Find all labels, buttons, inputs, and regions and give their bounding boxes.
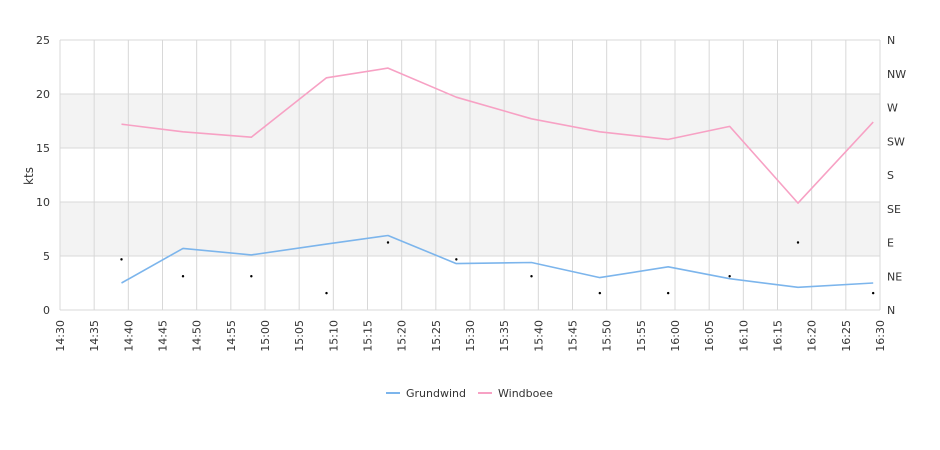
direction-point	[386, 241, 390, 244]
y-tick-label: 5	[43, 250, 50, 263]
right-tick-label: SW	[887, 135, 905, 148]
direction-point	[250, 275, 253, 278]
x-tick-label: 15:10	[327, 320, 340, 352]
x-tick-label: 14:45	[157, 320, 170, 352]
x-tick-label: 15:45	[567, 320, 580, 352]
right-tick-label: SE	[887, 203, 901, 216]
x-tick-label: 14:35	[88, 320, 101, 352]
x-tick-label: 16:20	[806, 320, 819, 352]
x-tick-label: 15:20	[396, 320, 409, 352]
x-tick-label: 16:30	[874, 320, 887, 352]
direction-point	[598, 291, 602, 295]
x-tick-label: 16:15	[772, 320, 785, 352]
direction-point	[181, 275, 185, 278]
x-tick-label: 15:55	[635, 320, 648, 352]
x-axis-ticks: 14:30 14:35 14:40 14:45 14:50 14:55 15:00 15:05…	[54, 320, 887, 352]
x-tick-label: 16:25	[840, 320, 853, 352]
direction-markers	[120, 241, 875, 295]
direction-point	[796, 241, 800, 244]
series-line-windboee	[121, 67, 874, 204]
y-tick-label: 0	[43, 304, 50, 317]
legend-item-windboee[interactable]: Windboee	[478, 387, 553, 400]
direction-point	[530, 275, 533, 278]
x-tick-label: 15:05	[293, 320, 306, 352]
x-tick-label: 14:40	[122, 320, 135, 352]
x-tick-label: 15:35	[498, 320, 511, 352]
direction-point	[455, 258, 458, 261]
series-lines	[121, 67, 874, 289]
x-tick-label: 16:05	[703, 320, 716, 352]
right-tick-label: NE	[887, 270, 902, 283]
x-tick-label: 14:55	[225, 320, 238, 352]
x-tick-label: 14:50	[191, 320, 204, 352]
series-line-grundwind	[121, 234, 874, 289]
x-tick-label: 15:50	[601, 320, 614, 352]
legend-label: Windboee	[498, 387, 553, 400]
vertical-grid	[59, 40, 881, 310]
right-tick-label: N	[887, 304, 895, 317]
y-tick-label: 25	[36, 34, 50, 47]
right-axis-ticks: N NE E SE S SW W NW N	[887, 34, 906, 317]
direction-point	[728, 275, 731, 278]
x-tick-label: 14:30	[54, 320, 67, 352]
legend-label: Grundwind	[406, 387, 466, 400]
right-tick-label: N	[887, 34, 895, 47]
direction-point	[120, 258, 123, 261]
x-tick-label: 16:00	[669, 320, 682, 352]
legend-item-grundwind[interactable]: Grundwind	[386, 387, 466, 400]
direction-point	[666, 291, 670, 295]
y-tick-label: 15	[36, 142, 50, 155]
horizontal-grid	[60, 39, 880, 311]
x-tick-label: 15:40	[532, 320, 545, 352]
x-tick-label: 16:10	[737, 320, 750, 352]
y-tick-label: 10	[36, 196, 50, 209]
y-axis-label: kts	[22, 167, 36, 185]
x-tick-label: 15:25	[430, 320, 443, 352]
right-tick-label: W	[887, 102, 898, 115]
x-tick-label: 15:15	[362, 320, 375, 352]
direction-point	[325, 291, 328, 295]
right-tick-label: NW	[887, 68, 906, 81]
legend: Grundwind Windboee	[386, 387, 553, 400]
y-tick-label: 20	[36, 88, 50, 101]
right-tick-label: E	[887, 237, 894, 250]
y-axis-ticks: 0 5 10 15 20 25	[36, 34, 50, 317]
x-tick-label: 15:00	[259, 320, 272, 352]
x-tick-label: 15:30	[464, 320, 477, 352]
right-tick-label: S	[887, 169, 894, 182]
direction-point	[871, 291, 875, 295]
